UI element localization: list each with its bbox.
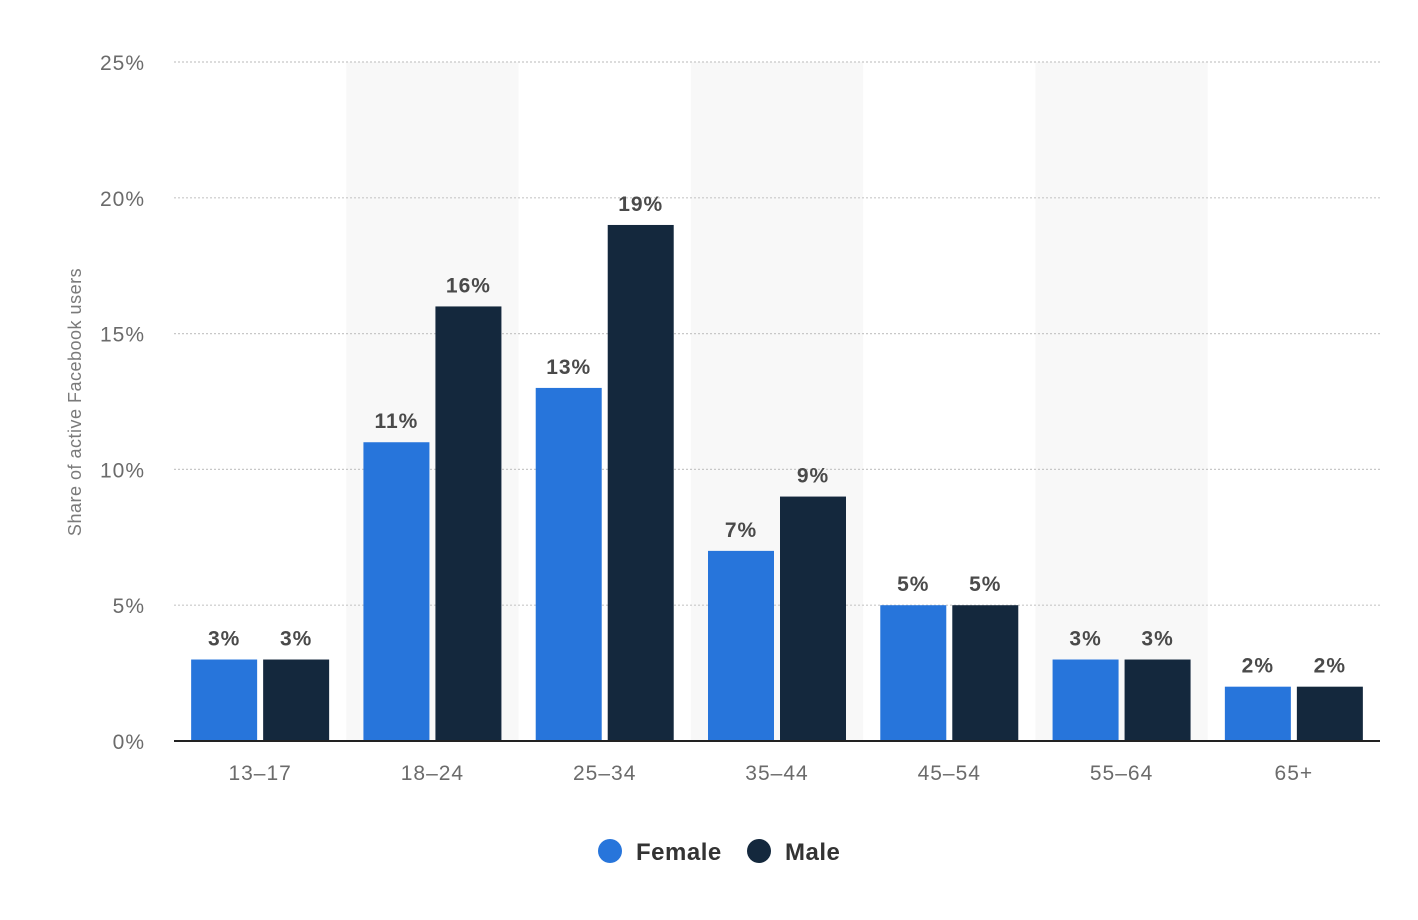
value-label: 2%: [1242, 655, 1274, 678]
bar-female-1[interactable]: [363, 442, 430, 741]
y-tick-label: 5%: [113, 595, 145, 618]
legend-label: Female: [636, 839, 722, 866]
x-tick-label: 45–54: [918, 762, 981, 785]
value-label: 11%: [374, 410, 418, 433]
value-label: 3%: [1069, 628, 1101, 651]
value-label: 19%: [618, 193, 663, 216]
y-tick-label: 20%: [100, 188, 145, 211]
bar-male-4[interactable]: [952, 605, 1019, 741]
bar-male-5[interactable]: [1124, 659, 1191, 741]
x-tick-label: 18–24: [401, 762, 464, 785]
legend-marker: [747, 839, 771, 863]
bar-male-2[interactable]: [607, 224, 674, 741]
bar-male-1[interactable]: [435, 306, 502, 741]
y-tick-label: 0%: [113, 731, 145, 754]
legend-label: Male: [785, 839, 840, 866]
value-label: 5%: [969, 573, 1001, 596]
y-tick-label: 15%: [100, 324, 145, 347]
value-label: 16%: [446, 274, 491, 297]
x-axis-ticks: 13–17 18–24 25–34 35–44 45–54 55–64 65+: [228, 762, 1314, 785]
y-axis-ticks: 0% 5% 10% 15% 20% 25%: [100, 52, 145, 754]
bar-female-2[interactable]: [535, 387, 602, 741]
bar-male-0[interactable]: [263, 659, 330, 741]
value-label: 9%: [797, 465, 829, 488]
legend-item-male[interactable]: Male: [747, 839, 840, 866]
bar-male-3[interactable]: [780, 496, 846, 741]
value-labels: 3% 3% 11% 16% 13% 19% 7% 9% 5% 5% 3% 3% 2% 2%: [208, 193, 1346, 678]
value-label: 5%: [897, 573, 929, 596]
bar-female-0[interactable]: [191, 659, 258, 741]
bars: [191, 224, 1363, 741]
x-tick-label: 35–44: [745, 762, 808, 785]
y-tick-label: 10%: [100, 459, 145, 482]
category-bands: [346, 62, 1208, 741]
y-axis-title: Share of active Facebook users: [65, 268, 85, 536]
value-label: 3%: [280, 628, 312, 651]
x-tick-label: 13–17: [228, 762, 291, 785]
value-label: 7%: [725, 519, 757, 542]
value-label: 3%: [208, 628, 240, 651]
bar-female-6[interactable]: [1224, 686, 1291, 741]
bar-male-6[interactable]: [1296, 686, 1363, 741]
x-tick-label: 25–34: [573, 762, 636, 785]
legend-marker: [598, 839, 622, 863]
value-label: 2%: [1314, 655, 1346, 678]
bar-female-4[interactable]: [880, 605, 947, 741]
value-label: 3%: [1141, 628, 1173, 651]
x-tick-label: 65+: [1275, 762, 1314, 785]
category-band: [1035, 62, 1208, 741]
legend[interactable]: Female Male: [598, 839, 840, 866]
x-tick-label: 55–64: [1090, 762, 1153, 785]
y-tick-label: 25%: [100, 52, 145, 75]
bar-female-5[interactable]: [1052, 659, 1119, 741]
legend-item-female[interactable]: Female: [598, 839, 722, 866]
value-label: 13%: [546, 356, 591, 379]
bar-female-3[interactable]: [708, 550, 774, 741]
